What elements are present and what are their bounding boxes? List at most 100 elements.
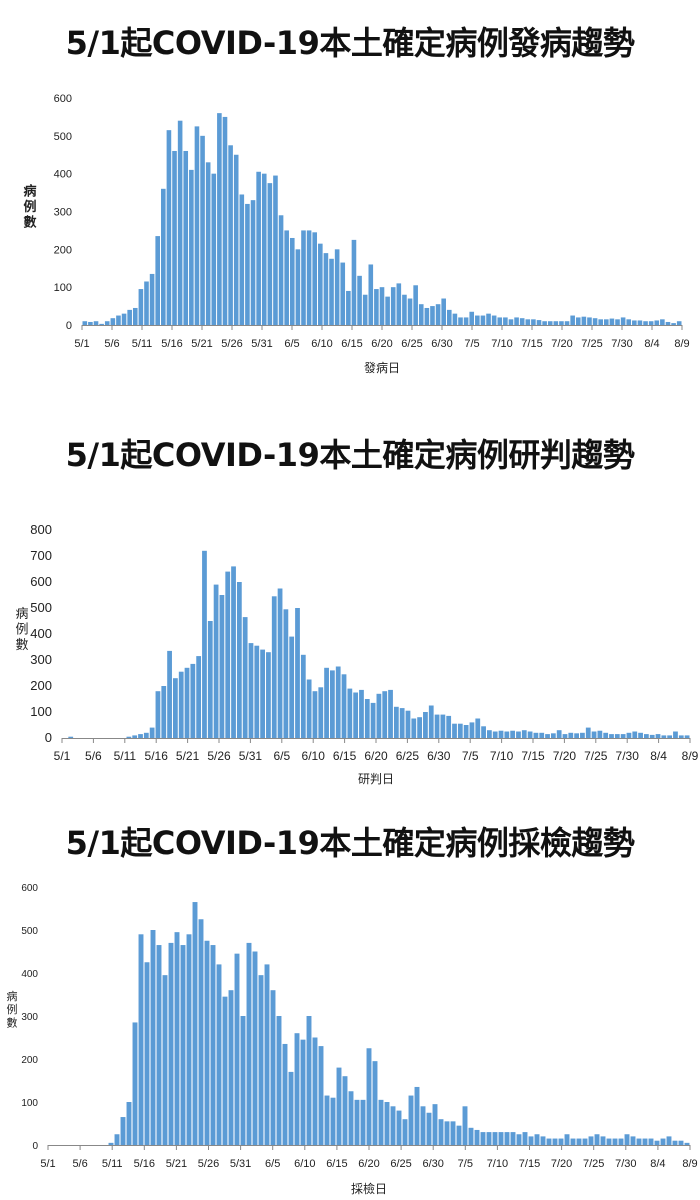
bar	[334, 249, 340, 325]
x-tick-label: 5/21	[176, 749, 200, 763]
bar	[225, 571, 231, 738]
bar	[330, 1097, 336, 1145]
bar	[417, 717, 422, 738]
bar	[248, 643, 254, 738]
bar	[576, 1138, 582, 1145]
bar	[463, 725, 469, 738]
bar	[196, 656, 202, 738]
bar	[192, 902, 198, 1145]
y-tick-label: 300	[30, 652, 52, 667]
bar	[233, 154, 239, 325]
bar	[150, 930, 156, 1145]
bar	[643, 321, 648, 325]
bar	[475, 718, 481, 738]
bar	[603, 732, 609, 738]
chart-panel-sampling: 5/1起COVID-19本土確定病例採檢趨勢 0 100 200 300 400 500 6…	[0, 800, 700, 1200]
bar	[340, 262, 346, 325]
bar	[370, 702, 376, 738]
bar	[108, 1142, 114, 1145]
bar	[312, 1037, 318, 1145]
bar	[666, 1136, 672, 1145]
bar	[323, 253, 329, 325]
bar	[474, 1129, 480, 1145]
bar	[620, 734, 626, 738]
bar	[469, 311, 475, 325]
bar	[366, 1048, 372, 1145]
bar	[597, 730, 603, 738]
bar	[402, 1119, 408, 1145]
x-tick-label: 5/16	[161, 338, 182, 350]
bar	[382, 691, 388, 738]
bar	[211, 173, 217, 325]
bar	[390, 287, 396, 325]
bar	[364, 699, 370, 738]
x-tick-label: 7/15	[521, 749, 545, 763]
bar	[306, 1016, 312, 1145]
bar	[533, 732, 539, 738]
y-tick-label: 600	[54, 93, 72, 105]
bar	[353, 692, 359, 738]
x-tick-label: 6/20	[358, 1158, 379, 1170]
y-tick-label: 0	[32, 1141, 38, 1152]
bar	[126, 1102, 132, 1145]
bar	[273, 175, 278, 325]
bar	[648, 1138, 654, 1145]
bar	[510, 730, 516, 738]
x-tick-label: 8/9	[682, 1158, 697, 1170]
bar	[440, 714, 446, 738]
bar	[413, 285, 418, 325]
bar	[534, 1134, 540, 1145]
x-tick-label: 5/6	[85, 749, 102, 763]
x-tick-label: 7/15	[519, 1158, 540, 1170]
bar	[438, 1119, 444, 1145]
bar	[654, 320, 660, 325]
x-tick-label: 6/5	[273, 749, 290, 763]
bar	[588, 1136, 594, 1145]
bar	[452, 723, 457, 738]
bar	[426, 1112, 432, 1145]
bar	[676, 321, 682, 325]
bar	[660, 319, 665, 325]
bar	[284, 230, 289, 325]
x-tick-label: 8/4	[650, 749, 667, 763]
x-tick-label: 5/26	[198, 1158, 219, 1170]
y-axis-label: 病例數	[15, 606, 28, 652]
bar	[547, 321, 553, 325]
bar	[434, 714, 440, 738]
x-tick-label: 6/10	[294, 1158, 315, 1170]
bar	[667, 735, 673, 738]
bar	[144, 962, 150, 1145]
chart-sampling: 0 100 200 300 400 500 600 5/1 5/6 5/11 5/16 5/21 5/2…	[7, 883, 698, 1196]
bar	[385, 296, 390, 326]
bar	[498, 1132, 504, 1145]
bar	[217, 113, 222, 325]
bar	[508, 319, 514, 325]
bar	[481, 726, 486, 738]
bar	[213, 584, 219, 738]
bar	[266, 652, 271, 738]
bar	[116, 315, 121, 325]
bar	[405, 710, 411, 738]
bar	[564, 1134, 570, 1145]
bar	[189, 169, 194, 325]
bar	[521, 730, 527, 738]
bar	[423, 712, 428, 738]
bar	[559, 321, 564, 325]
bar	[626, 319, 632, 325]
bar	[450, 1121, 456, 1145]
bar	[88, 321, 93, 325]
bar	[289, 237, 295, 325]
bar	[570, 315, 575, 325]
bar	[312, 232, 318, 325]
bar	[661, 735, 667, 738]
bar	[486, 1132, 492, 1145]
bar	[545, 734, 550, 738]
bar	[446, 715, 452, 738]
bar	[372, 1061, 378, 1145]
bar	[261, 173, 267, 325]
bar	[335, 666, 341, 738]
chart-title-diagnosis: 5/1起COVID-19本土確定病例研判趨勢	[65, 436, 635, 474]
x-tick-label: 7/5	[458, 1158, 473, 1170]
bar	[144, 281, 149, 325]
bar	[672, 1140, 678, 1145]
